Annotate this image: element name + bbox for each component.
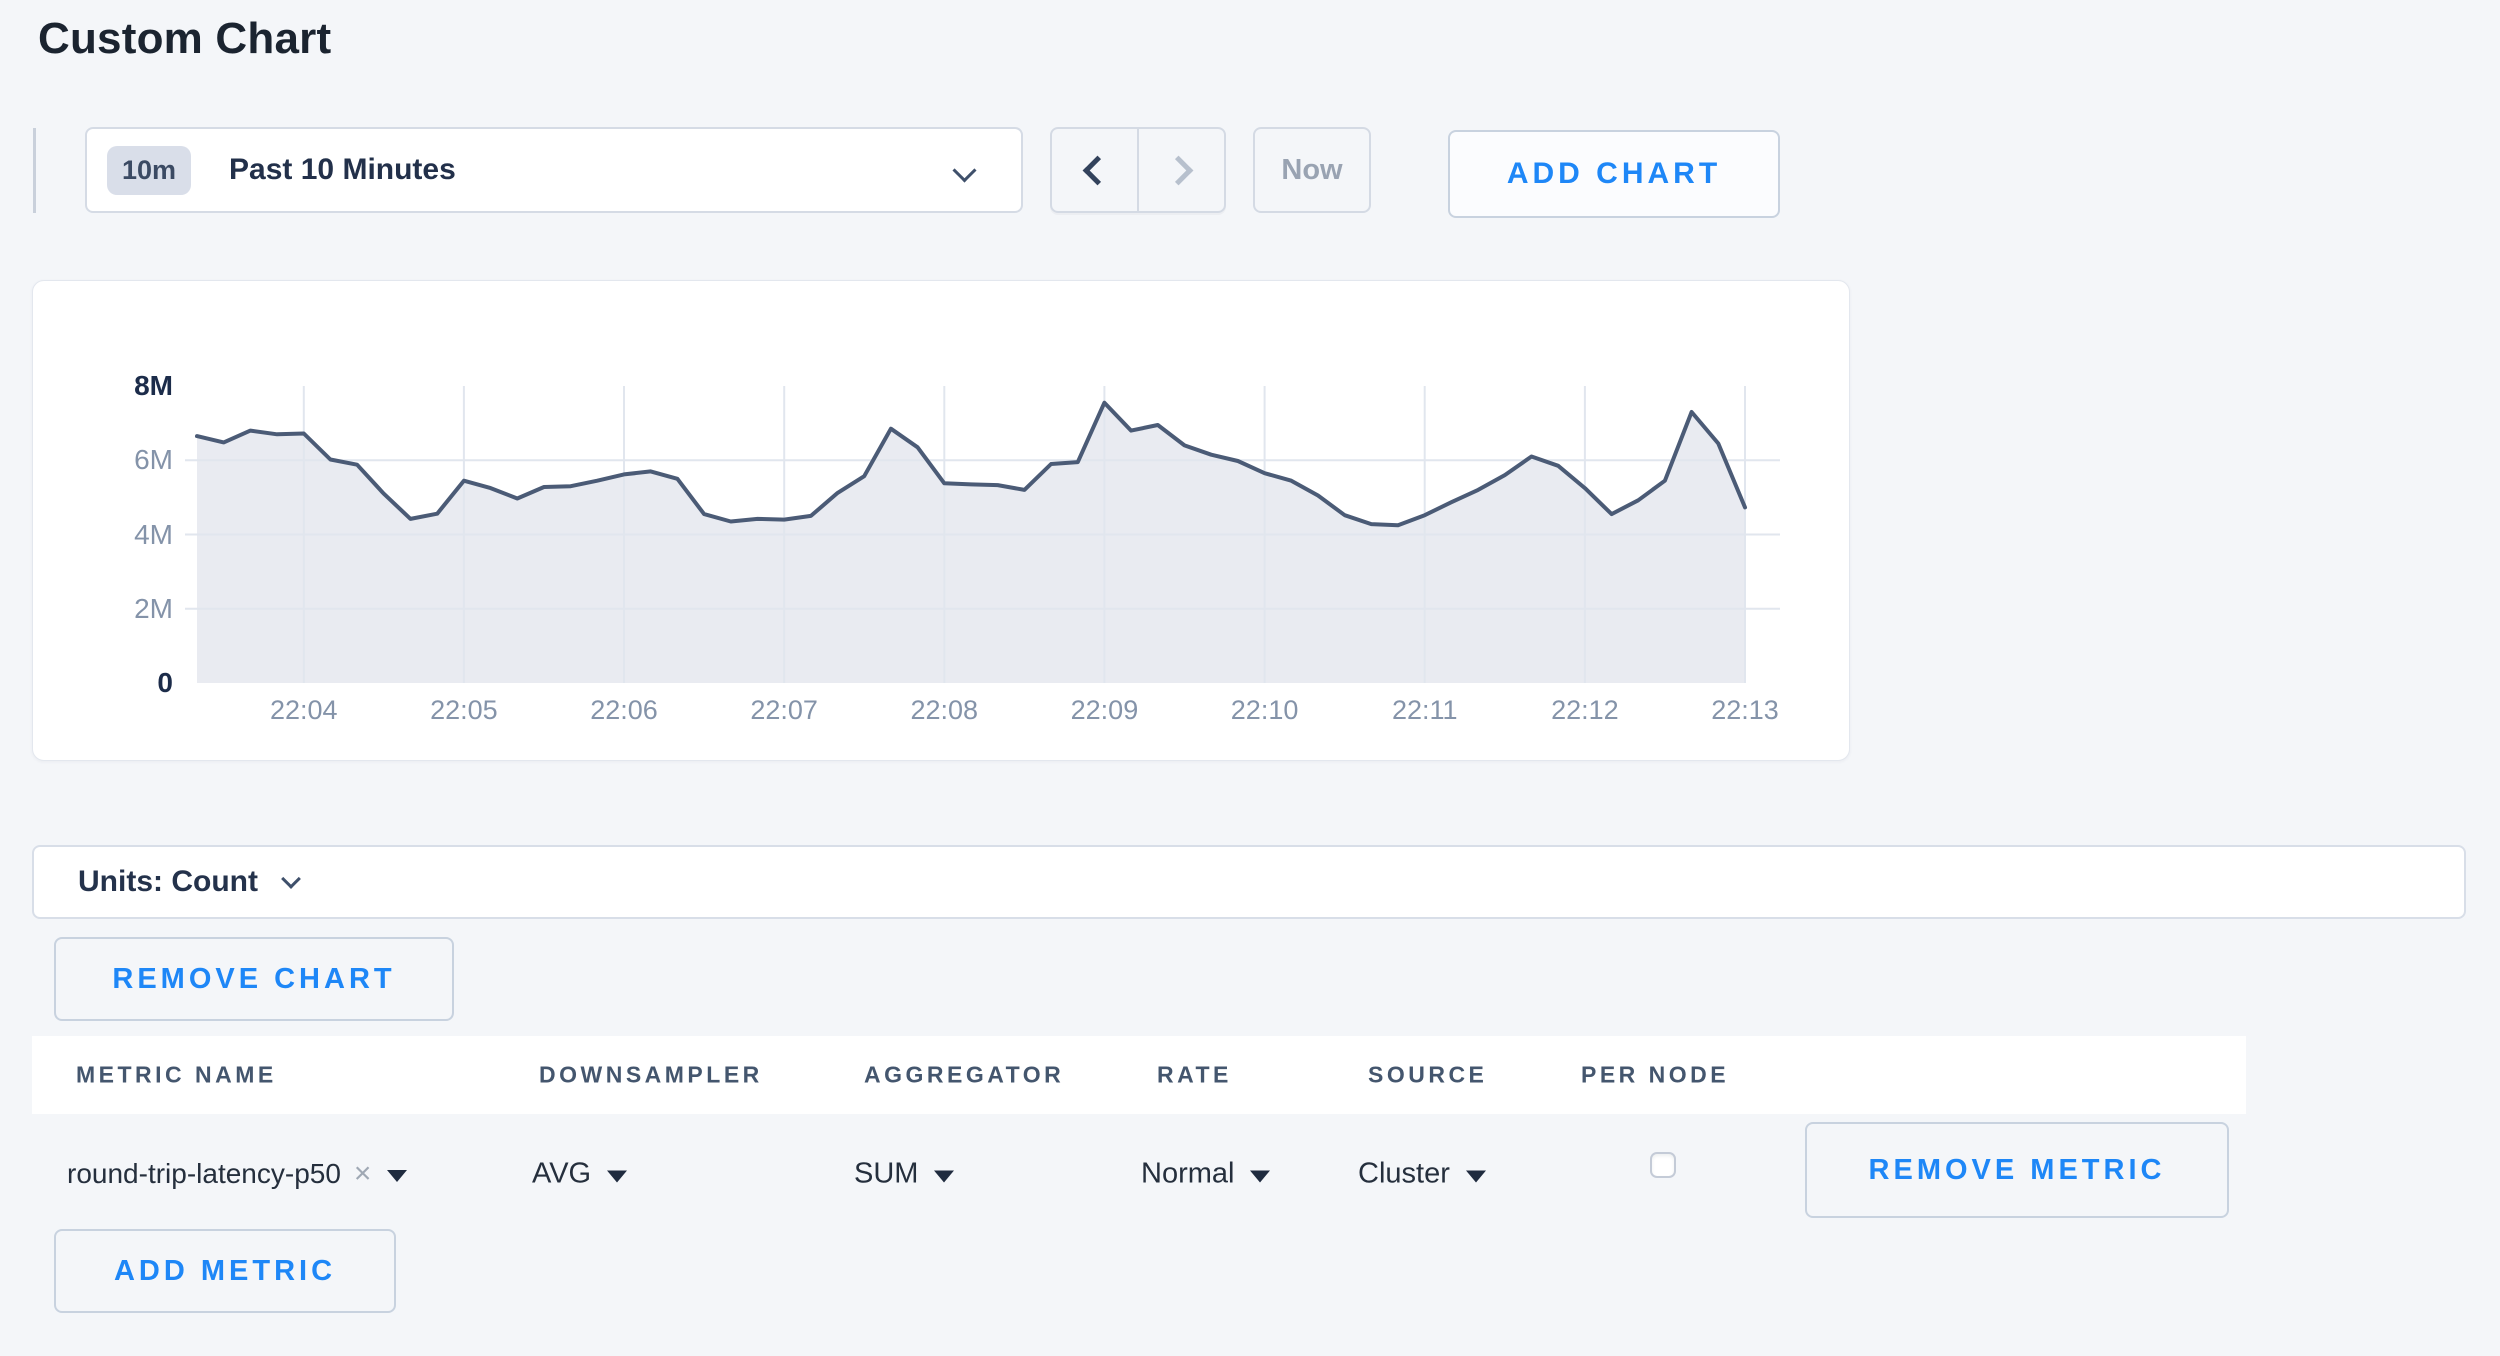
add-chart-button[interactable]: ADD CHART [1448,130,1780,218]
y-tick-label: 0 [157,667,173,698]
per-node-checkbox[interactable] [1650,1152,1676,1178]
column-header-per-node: PER NODE [1581,1061,1730,1088]
x-tick-label: 22:08 [910,695,979,725]
source-value: Cluster [1358,1157,1450,1190]
rate-dropdown[interactable]: Normal [1141,1157,1271,1191]
x-tick-label: 22:07 [750,695,818,725]
downsampler-dropdown[interactable]: AVG [532,1157,628,1191]
time-range-select[interactable]: 10m Past 10 Minutes [85,127,1023,213]
x-tick-label: 22:04 [269,695,338,725]
aggregator-value: SUM [854,1157,919,1190]
x-tick-label: 22:12 [1551,695,1619,725]
metric-name-dropdown[interactable]: round-trip-latency-p50 × [67,1157,408,1191]
y-tick-label: 8M [134,370,173,401]
source-dropdown[interactable]: Cluster [1358,1158,1486,1191]
remove-tag-icon[interactable]: × [353,1157,372,1190]
y-tick-label: 4M [134,518,173,550]
caret-down-icon [934,1170,955,1182]
caret-down-icon [1465,1170,1486,1182]
caret-down-icon [607,1170,628,1182]
x-tick-label: 22:11 [1391,695,1458,725]
series-line [195,400,1747,528]
x-tick-label: 22:06 [590,695,658,725]
now-button[interactable]: Now [1253,127,1371,213]
add-metric-button[interactable]: ADD METRIC [54,1229,396,1313]
column-header-rate: RATE [1157,1061,1232,1088]
units-selector[interactable]: Units: Count [32,845,2466,919]
x-tick-label: 22:13 [1711,695,1779,725]
metric-row: round-trip-latency-p50 × AVG SUM Normal … [0,1114,2500,1234]
time-range-label: Past 10 Minutes [229,153,456,186]
caret-down-icon [1250,1170,1271,1182]
time-range-badge: 10m [107,145,192,195]
rate-value: Normal [1141,1157,1235,1190]
chart-card: 8M 6M 4M 2M 0 22:04 22:05 22:06 22:07 22:08 22:09 2… [32,280,1850,761]
metric-name-value: round-trip-latency-p50 [67,1158,341,1189]
column-header-metric-name: METRIC NAME [76,1061,277,1088]
time-back-button[interactable] [1052,129,1137,211]
column-header-downsampler: DOWNSAMPLER [539,1061,763,1088]
x-tick-label: 22:05 [430,695,498,725]
toolbar-accent-bar [33,128,36,213]
downsampler-value: AVG [532,1157,592,1190]
page-title: Custom Chart [38,14,332,63]
x-tick-label: 22:10 [1230,695,1299,725]
chart-svg [185,386,1780,683]
column-header-source: SOURCE [1368,1061,1488,1088]
caret-down-icon [387,1170,408,1182]
chevron-left-icon [1082,155,1113,185]
time-forward-button[interactable] [1137,129,1224,211]
aggregator-dropdown[interactable]: SUM [854,1157,955,1191]
x-tick-label: 22:09 [1070,695,1139,725]
chevron-right-icon [1163,155,1194,185]
remove-metric-button[interactable]: REMOVE METRIC [1805,1122,2229,1218]
remove-chart-button[interactable]: REMOVE CHART [54,937,454,1021]
column-header-aggregator: AGGREGATOR [864,1061,1065,1088]
units-label: Units: Count [78,865,258,898]
chevron-down-icon [952,158,977,183]
time-nav-group [1050,127,1226,213]
series-area-fill [197,402,1745,683]
metrics-table-header: METRIC NAME DOWNSAMPLER AGGREGATOR RATE … [32,1036,2246,1114]
chevron-down-icon [281,869,301,889]
y-tick-label: 6M [134,444,173,476]
y-tick-label: 2M [134,592,173,624]
